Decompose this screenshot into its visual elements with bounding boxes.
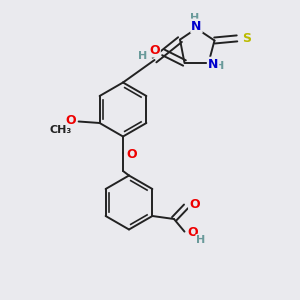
Text: H: H bbox=[196, 235, 206, 245]
Text: H: H bbox=[190, 13, 200, 23]
Text: H: H bbox=[215, 61, 224, 71]
Text: H: H bbox=[139, 51, 148, 62]
Text: O: O bbox=[188, 226, 198, 239]
Text: N: N bbox=[191, 20, 202, 33]
Text: O: O bbox=[149, 44, 160, 57]
Text: N: N bbox=[208, 58, 218, 71]
Text: O: O bbox=[189, 198, 200, 212]
Text: S: S bbox=[242, 32, 251, 45]
Text: O: O bbox=[126, 148, 137, 161]
Text: O: O bbox=[65, 113, 76, 127]
Text: CH₃: CH₃ bbox=[50, 125, 72, 135]
